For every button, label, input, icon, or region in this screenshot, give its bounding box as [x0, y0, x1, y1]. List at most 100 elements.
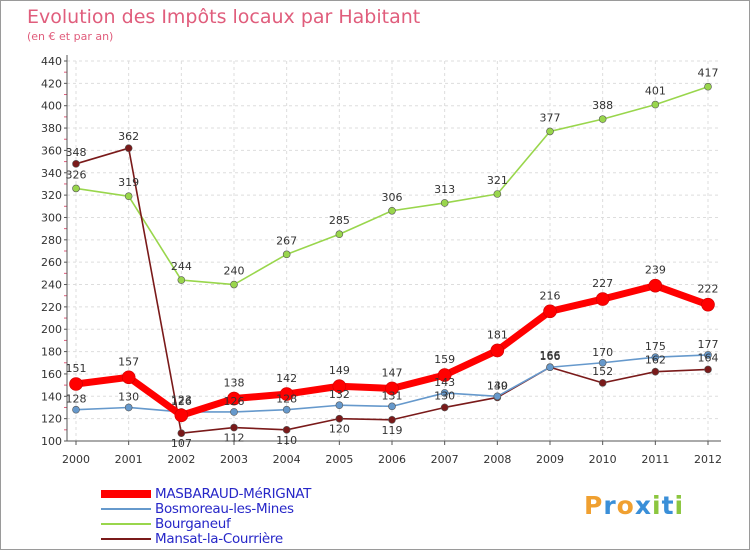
- y-tick-label: 300: [41, 211, 62, 224]
- data-label: 313: [434, 183, 455, 196]
- data-label: 162: [645, 354, 666, 367]
- data-point: [701, 297, 715, 312]
- data-point: [388, 415, 396, 424]
- data-point: [493, 190, 502, 198]
- x-tick-label: 2008: [483, 453, 511, 466]
- data-point: [595, 292, 610, 306]
- x-tick-label: 2006: [378, 453, 406, 466]
- data-point: [704, 351, 712, 359]
- data-point: [72, 184, 80, 193]
- x-tick-label: 2012: [694, 453, 722, 466]
- y-tick-label: 260: [41, 256, 62, 269]
- data-point: [332, 379, 347, 394]
- y-tick-label: 420: [41, 77, 62, 90]
- data-point: [335, 401, 344, 410]
- y-tick-label: 180: [41, 346, 62, 359]
- data-point: [440, 389, 449, 397]
- x-tick-label: 2001: [115, 453, 143, 466]
- legend-swatch-masbaraud: [101, 490, 151, 498]
- data-point: [704, 82, 712, 91]
- data-label: 107: [171, 437, 192, 450]
- data-point: [227, 391, 241, 406]
- chart-subtitle: (en € et par an): [27, 30, 114, 43]
- data-point: [335, 230, 344, 239]
- y-tick-label: 400: [41, 100, 62, 113]
- data-point: [490, 343, 505, 358]
- data-label: 417: [698, 67, 719, 80]
- data-label: 177: [698, 338, 719, 351]
- data-label: 152: [592, 365, 613, 378]
- y-tick-label: 380: [41, 122, 62, 135]
- y-tick-label: 320: [41, 189, 62, 202]
- data-label: 348: [66, 146, 87, 159]
- data-point: [437, 368, 452, 382]
- data-point: [121, 370, 136, 385]
- data-point: [704, 365, 712, 374]
- data-point: [440, 199, 449, 207]
- data-point: [72, 160, 80, 168]
- chart-title: Evolution des Impôts locaux par Habitant: [27, 6, 421, 28]
- data-label: 123: [171, 393, 192, 406]
- data-label: 240: [224, 265, 245, 278]
- data-point: [124, 192, 133, 201]
- logo-letter: o: [616, 491, 635, 520]
- y-tick-label: 280: [41, 234, 62, 247]
- x-tick-label: 2004: [273, 453, 301, 466]
- data-point: [69, 377, 83, 391]
- data-point: [388, 206, 396, 215]
- data-label: 149: [329, 364, 350, 377]
- data-label: 166: [540, 350, 561, 363]
- data-label: 181: [487, 328, 508, 341]
- data-label: 120: [329, 423, 350, 436]
- data-point: [279, 387, 294, 401]
- legend-swatch-bosmoreau: [101, 508, 151, 510]
- data-point: [282, 405, 291, 414]
- data-label: 388: [592, 99, 613, 112]
- y-tick-label: 340: [41, 167, 62, 180]
- data-point: [598, 115, 607, 123]
- y-tick-label: 440: [41, 55, 62, 68]
- y-tick-label: 360: [41, 144, 62, 157]
- data-label: 139: [487, 379, 508, 392]
- y-tick-label: 160: [41, 368, 62, 381]
- data-point: [177, 276, 186, 284]
- data-label: 112: [224, 432, 245, 445]
- x-tick-label: 2010: [589, 453, 617, 466]
- data-point: [335, 414, 344, 423]
- y-tick-label: 140: [41, 390, 62, 403]
- data-label: 170: [592, 346, 613, 359]
- data-point: [230, 408, 238, 416]
- logo-letter: i: [674, 491, 685, 520]
- legend-label-masbaraud: MASBARAUD-MéRIGNAT: [155, 486, 312, 502]
- logo-letter: P: [584, 491, 604, 520]
- data-label: 164: [698, 351, 719, 364]
- data-point: [282, 426, 291, 434]
- x-tick-label: 2003: [220, 453, 248, 466]
- data-label: 110: [276, 434, 297, 447]
- data-label: 306: [382, 191, 403, 204]
- data-point: [230, 280, 238, 289]
- plot-area: [67, 61, 721, 441]
- logo-letter: r: [603, 491, 617, 520]
- data-point: [177, 429, 186, 437]
- legend-swatch-bourganeuf: [101, 523, 151, 525]
- data-point: [124, 144, 133, 152]
- data-label: 244: [171, 260, 192, 273]
- data-label: 138: [224, 377, 245, 390]
- data-label: 166: [540, 349, 561, 362]
- data-point: [124, 403, 133, 412]
- data-point: [388, 402, 396, 411]
- data-label: 143: [434, 376, 455, 389]
- x-tick-label: 2000: [62, 453, 90, 466]
- data-point: [174, 408, 189, 423]
- x-tick-label: 2011: [641, 453, 669, 466]
- logo-letter: t: [661, 491, 675, 520]
- data-label: 147: [382, 366, 403, 379]
- data-point: [385, 381, 399, 396]
- data-label: 362: [118, 130, 139, 143]
- data-point: [440, 403, 449, 412]
- data-point: [598, 379, 607, 387]
- y-tick-label: 240: [41, 279, 62, 292]
